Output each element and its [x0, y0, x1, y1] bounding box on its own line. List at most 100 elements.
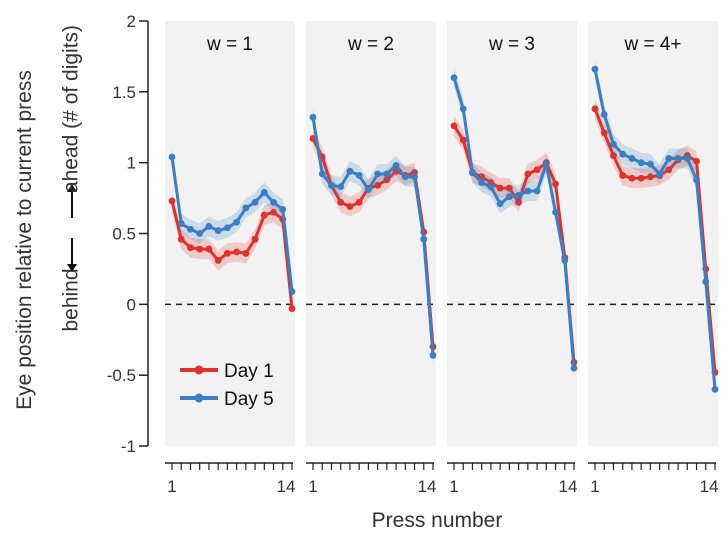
- panel-title: w = 1: [206, 34, 253, 55]
- data-point-day1: [233, 248, 241, 256]
- y-axis-title: Eye position relative to current press: [13, 70, 36, 410]
- data-point-day1: [665, 166, 673, 174]
- data-point-day5: [469, 169, 476, 176]
- data-point-day5: [496, 200, 504, 208]
- data-point-day5: [552, 208, 559, 216]
- data-point-day5: [355, 172, 363, 179]
- y-tick-label: 2: [127, 12, 136, 31]
- panel-title: w = 4+: [623, 34, 681, 55]
- data-point-day1: [242, 249, 250, 257]
- panel-background: [165, 21, 295, 446]
- data-point-day5: [260, 189, 268, 196]
- data-point-day1: [346, 203, 354, 210]
- y-tick-label: -1: [121, 437, 136, 456]
- data-point-day5: [214, 227, 222, 235]
- legend-item-day1: Day 1: [180, 361, 274, 382]
- panel-background: [588, 21, 718, 446]
- data-point-day5: [233, 218, 241, 226]
- data-point-day1: [533, 166, 541, 174]
- x-tick-label: 1: [449, 477, 458, 496]
- data-point-day5: [429, 351, 437, 359]
- panels: w = 1 w = 2 w = 3 w = 4+: [165, 21, 719, 446]
- data-point-day5: [570, 364, 578, 372]
- legend: Day 1 Day 5: [180, 361, 274, 410]
- data-point-day1: [600, 129, 608, 137]
- panel-4: w = 4+: [588, 21, 719, 446]
- data-point-day1: [628, 174, 636, 182]
- data-point-day5: [683, 155, 691, 162]
- data-point-day5: [196, 230, 204, 237]
- data-point-day5: [656, 170, 664, 178]
- data-point-day5: [318, 170, 326, 178]
- legend-label-day1: Day 1: [224, 361, 274, 382]
- data-point-day1: [505, 184, 513, 192]
- panel-background: [306, 21, 436, 446]
- data-point-day5: [187, 225, 194, 233]
- data-point-day5: [288, 288, 296, 295]
- data-point-day1: [591, 105, 599, 113]
- data-point-day5: [242, 204, 250, 212]
- data-point-day5: [309, 113, 317, 121]
- data-point-day1: [288, 305, 296, 312]
- y-axis: -1 -0.5 0 0.5 1 1.5 2: [107, 12, 149, 456]
- data-point-day5: [478, 179, 486, 186]
- y-tick-label: 0.5: [112, 225, 136, 244]
- x-tick-label: 14: [559, 477, 578, 496]
- series-band-day1: [595, 98, 715, 383]
- data-point-day1: [205, 245, 213, 253]
- data-point-day1: [223, 249, 231, 257]
- y-tick-label: 1: [127, 154, 136, 173]
- data-point-day1: [515, 198, 523, 206]
- data-point-day1: [214, 257, 222, 264]
- data-point-day5: [711, 385, 719, 393]
- data-point-day5: [591, 65, 599, 73]
- right-arrow-icon: [67, 184, 77, 218]
- data-point-day5: [674, 155, 682, 162]
- panel-1: w = 1: [165, 21, 296, 446]
- data-point-day1: [177, 235, 185, 243]
- data-point-day5: [487, 183, 495, 191]
- data-point-day5: [646, 160, 654, 168]
- y-axis-direction-label: behind ahead (# of digits): [60, 25, 83, 332]
- legend-item-day5: Day 5: [180, 389, 274, 410]
- data-point-day5: [665, 155, 673, 162]
- x-tick-label: 1: [308, 477, 317, 496]
- data-point-day5: [374, 170, 382, 178]
- y-axis-behind-label: behind: [60, 268, 83, 331]
- data-point-day5: [401, 173, 409, 181]
- data-point-day5: [459, 105, 467, 113]
- y-tick-label: 1.5: [112, 83, 136, 102]
- data-point-day5: [337, 183, 345, 191]
- data-point-day5: [600, 111, 608, 118]
- data-point-day1: [496, 184, 504, 192]
- data-point-day5: [223, 224, 231, 232]
- data-point-day1: [196, 245, 204, 253]
- data-point-day5: [610, 140, 617, 148]
- data-point-day5: [637, 159, 645, 167]
- data-point-day5: [542, 160, 550, 168]
- x-axis-title: Press number: [372, 509, 503, 532]
- data-point-day1: [168, 197, 176, 205]
- data-point-day5: [450, 74, 458, 82]
- data-point-day5: [251, 198, 259, 206]
- panel-title: w = 2: [347, 34, 394, 55]
- x-tick-label: 1: [167, 477, 176, 496]
- y-axis-ahead-label: ahead (# of digits): [60, 25, 83, 193]
- data-point-day1: [610, 152, 617, 159]
- x-tick-label: 14: [277, 477, 296, 496]
- data-point-day5: [561, 257, 569, 264]
- data-point-day1: [646, 173, 654, 181]
- data-point-day5: [205, 223, 213, 230]
- x-axis: 1 14 1 14 1 14 1 14: [165, 462, 719, 496]
- data-point-day1: [450, 122, 458, 130]
- x-tick-label: 14: [700, 477, 719, 496]
- data-point-day5: [279, 206, 287, 213]
- data-point-day5: [420, 235, 428, 243]
- data-point-day5: [619, 150, 627, 158]
- x-tick-label: 14: [418, 477, 437, 496]
- legend-label-day5: Day 5: [224, 389, 274, 410]
- data-point-day5: [346, 167, 354, 175]
- data-point-day5: [505, 193, 513, 201]
- data-point-day1: [552, 180, 559, 188]
- data-point-day5: [383, 170, 391, 178]
